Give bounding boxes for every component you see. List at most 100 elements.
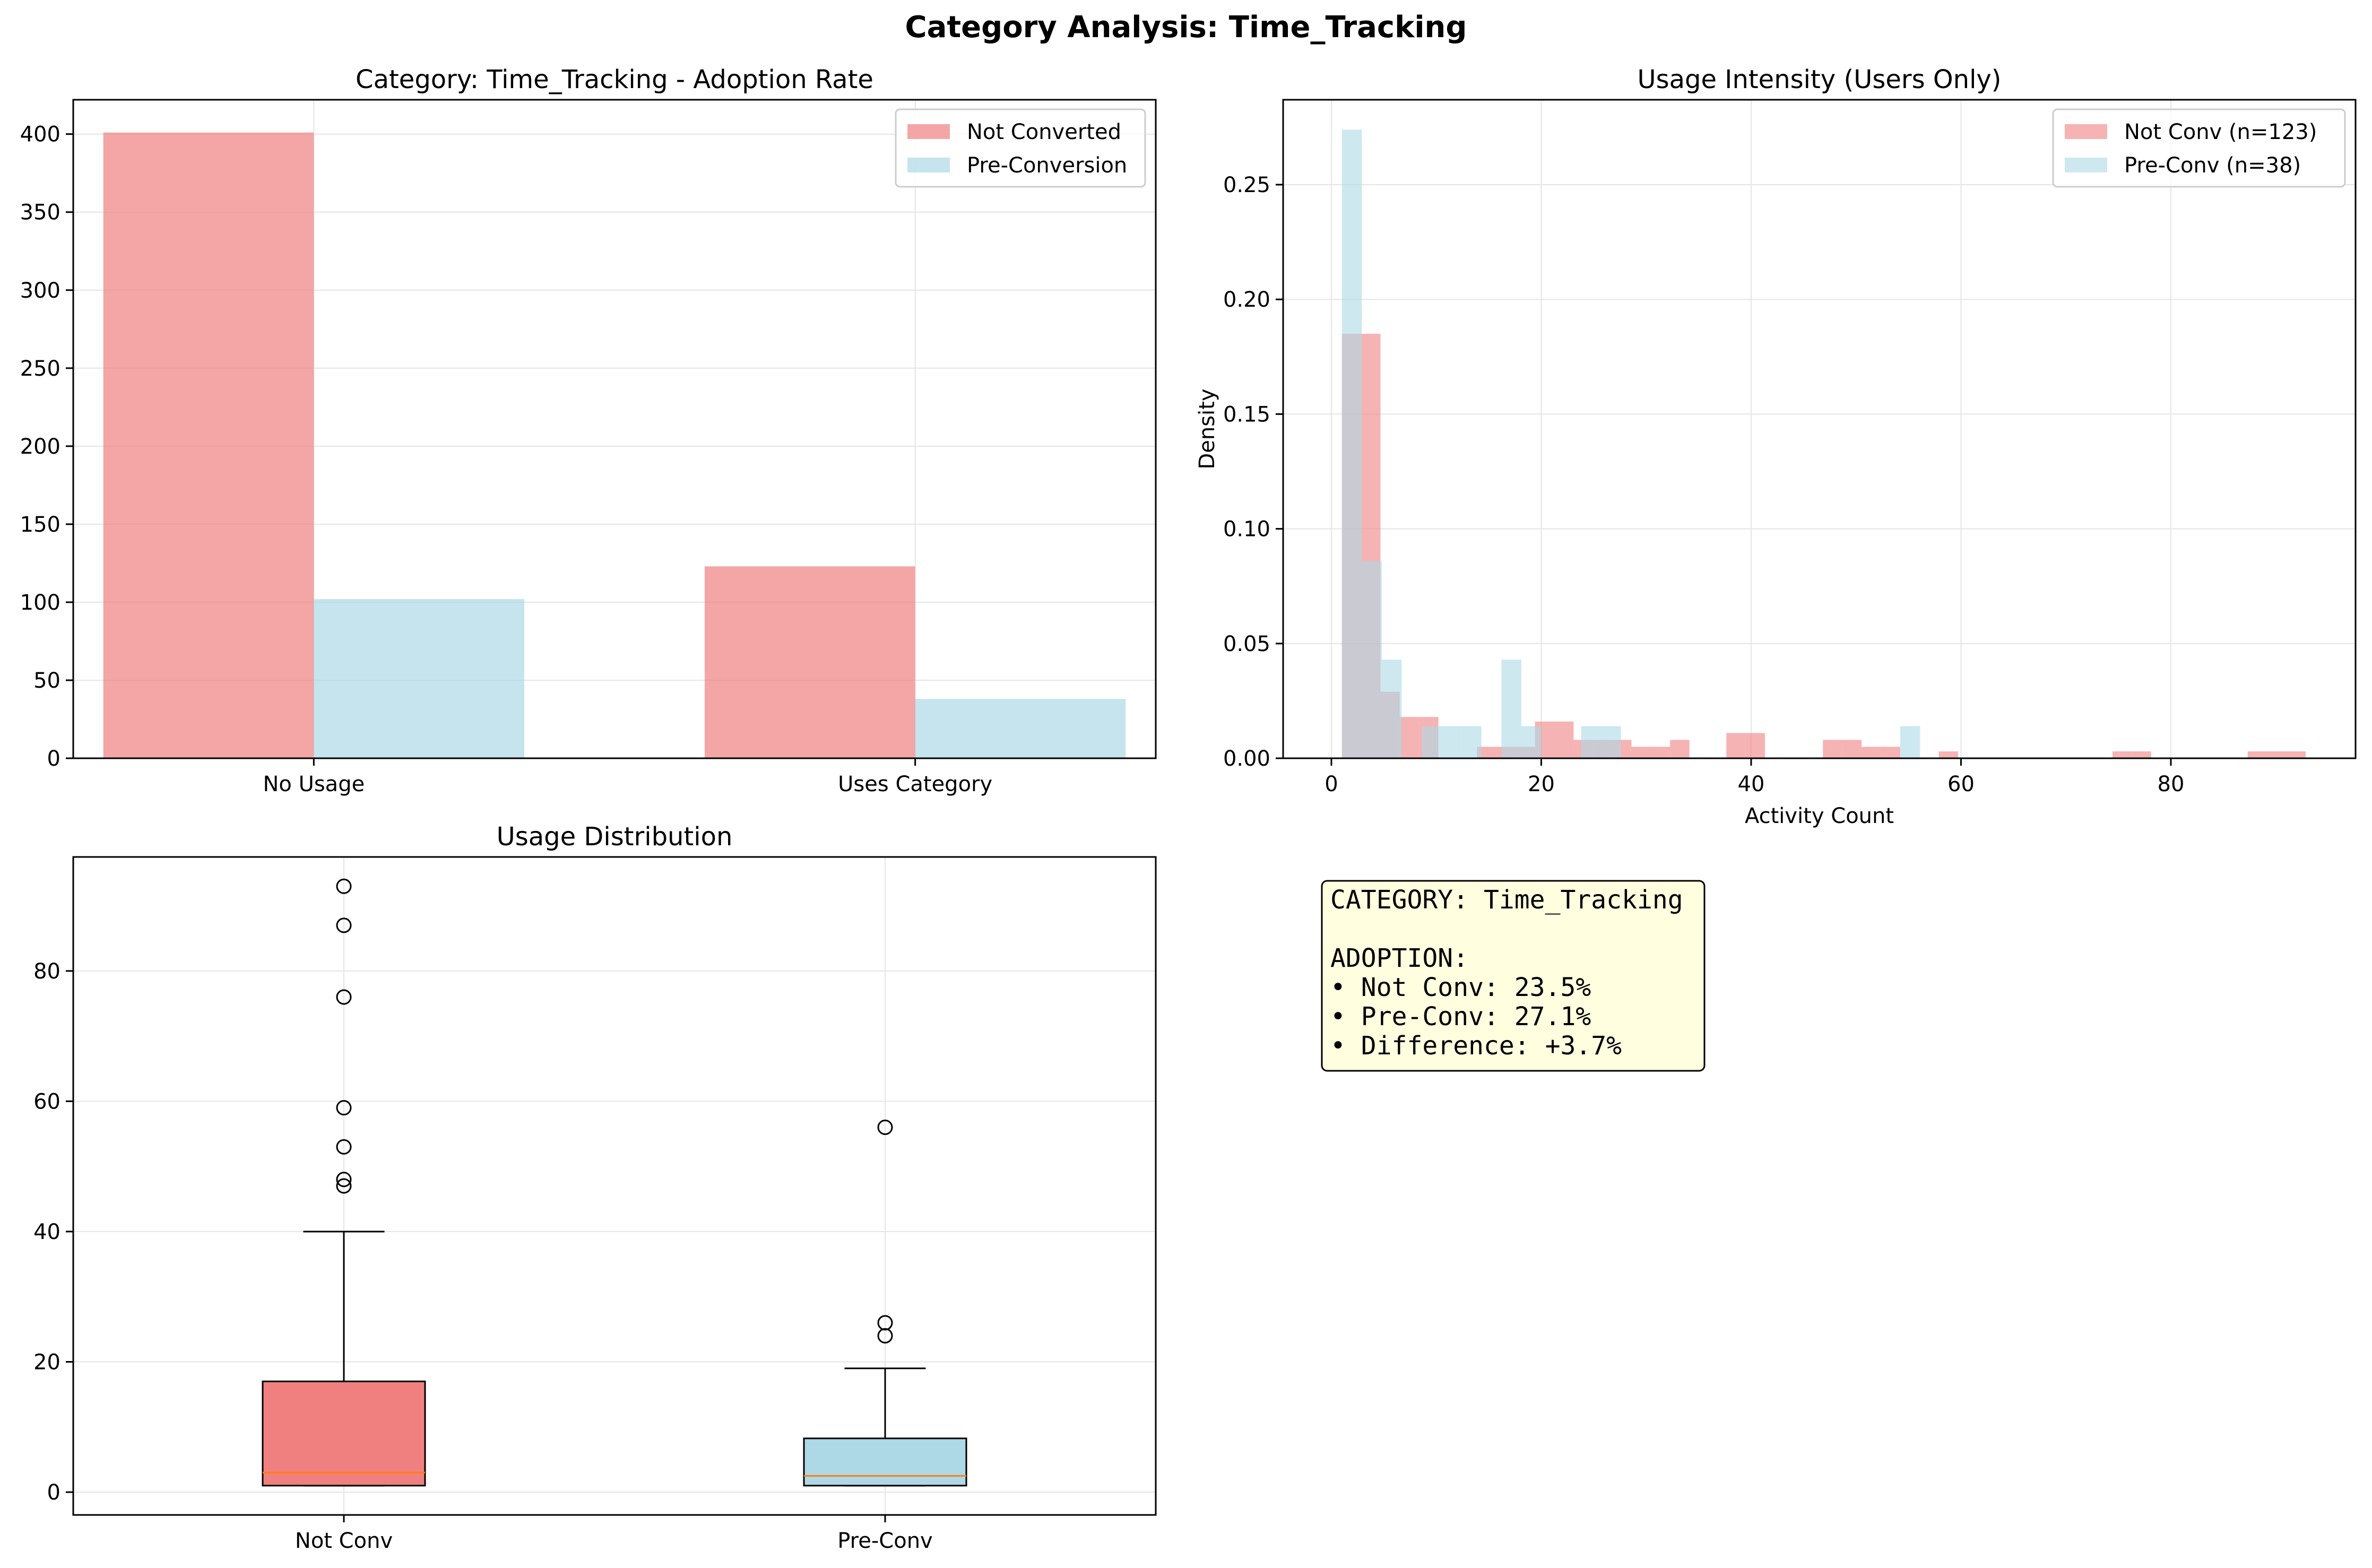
info-box-line: • Difference: +3.7% <box>1330 1031 1622 1061</box>
x-tick-label: Not Conv <box>295 1529 393 1553</box>
panel-title: Usage Distribution <box>497 822 733 852</box>
info-box-line: ADOPTION: <box>1330 943 1468 973</box>
legend-label: Pre-Conv (n=38) <box>2124 153 2301 178</box>
y-tick-label: 300 <box>20 279 60 303</box>
x-tick-label: Pre-Conv <box>837 1529 932 1553</box>
y-tick-label: 20 <box>33 1350 60 1374</box>
hist-bar-not-conv <box>1881 747 1900 758</box>
hist-bar-not-conv <box>1938 751 1958 758</box>
adoption-rate-bar-chart: 0 50 100 150 200 250 300 350 400 No Usage Uses Cat… <box>20 65 1157 796</box>
hist-bar-not-conv <box>1554 721 1574 758</box>
x-tick-label: No Usage <box>263 772 365 796</box>
bar-not-converted <box>103 132 314 759</box>
y-tick-label: 0.05 <box>1223 632 1270 656</box>
legend-label: Not Conv (n=123) <box>2124 120 2317 144</box>
hist-bar-not-conv <box>1650 747 1670 758</box>
hist-bar-pre-conv <box>1362 561 1382 758</box>
hist-bar-not-conv <box>2286 751 2306 758</box>
info-box-background <box>1321 880 1706 1072</box>
x-tick-label: 60 <box>1947 772 1975 796</box>
box-iqr <box>803 1437 967 1487</box>
legend-box <box>2052 108 2346 188</box>
panel-title: Usage Intensity (Users Only) <box>1637 65 2001 94</box>
y-tick-label: 150 <box>20 513 60 537</box>
bar-pre-conversion <box>314 599 524 758</box>
y-tick-label: 0.25 <box>1223 173 1270 197</box>
legend-label: Not Converted <box>967 120 1121 144</box>
hist-bar-not-conv <box>1670 740 1690 758</box>
axes-frame <box>1282 99 2357 759</box>
hist-bar-pre-conv <box>1381 660 1402 758</box>
y-tick-label: 0 <box>47 1480 60 1505</box>
hist-bar-pre-conv <box>1501 660 1521 758</box>
hist-bar-not-conv <box>2267 751 2287 758</box>
box-outlier-point <box>336 1139 352 1155</box>
usage-distribution-boxplot: 0 20 40 60 80 Not Conv Pre-Conv Usage Distribut… <box>33 822 1157 1553</box>
hist-bar-not-conv <box>2247 751 2267 758</box>
x-tick-label: 0 <box>1324 772 1338 796</box>
legend-label: Pre-Conversion <box>967 153 1127 178</box>
info-box-line: • Not Conv: 23.5% <box>1330 973 1591 1002</box>
hist-bar-pre-conv <box>1341 129 1362 759</box>
hist-bar-not-conv <box>1631 747 1651 758</box>
box-iqr <box>262 1380 426 1487</box>
x-tick-label: 20 <box>1528 772 1555 796</box>
y-tick-label: 100 <box>20 591 60 615</box>
y-tick-label: 350 <box>20 201 60 225</box>
hist-bar-pre-conv <box>1900 726 1920 758</box>
legend-swatch <box>2065 124 2107 139</box>
figure-suptitle: Category Analysis: Time_Tracking <box>905 10 1467 45</box>
hist-bar-pre-conv <box>1461 726 1482 758</box>
y-tick-label: 0.10 <box>1223 517 1270 542</box>
x-axis-label: Activity Count <box>1745 804 1894 828</box>
box-outlier-point <box>877 1315 893 1331</box>
x-tick-label: 80 <box>2158 772 2185 796</box>
y-tick-label: 0.20 <box>1223 288 1270 312</box>
y-tick-label: 60 <box>33 1089 60 1114</box>
hist-bar-not-conv <box>1842 740 1862 758</box>
y-tick-label: 0.00 <box>1223 747 1270 771</box>
legend-swatch <box>907 158 950 172</box>
box-outlier-point <box>336 1178 352 1194</box>
y-tick-label: 400 <box>20 123 60 147</box>
box-outlier-point <box>336 917 352 933</box>
usage-intensity-histogram: 0.00 0.05 0.10 0.15 0.20 0.25 0 20 40 60 80 Usage I… <box>1195 65 2357 828</box>
axes-frame <box>72 856 1157 1516</box>
hist-bar-pre-conv <box>1601 726 1621 758</box>
y-tick-label: 0 <box>47 747 60 771</box>
x-tick-label: 40 <box>1738 772 1765 796</box>
hist-bar-not-conv <box>1399 717 1419 758</box>
legend-swatch <box>2065 158 2107 172</box>
info-box-line: CATEGORY: Time_Tracking <box>1330 885 1683 915</box>
box-outlier-point <box>336 1172 352 1188</box>
hist-bar-not-conv <box>1861 747 1881 758</box>
legend-swatch <box>907 124 950 139</box>
bar-pre-conversion <box>915 699 1126 758</box>
hist-bar-not-conv <box>2113 751 2132 758</box>
box-outlier-point <box>336 989 352 1005</box>
hist-bar-not-conv <box>1477 747 1496 758</box>
y-tick-label: 250 <box>20 357 60 381</box>
box-outlier-point <box>336 1100 352 1116</box>
hist-bar-pre-conv <box>1422 726 1442 758</box>
panel-title: Category: Time_Tracking - Adoption Rate <box>356 65 873 94</box>
hist-bar-not-conv <box>2132 751 2151 758</box>
y-tick-label: 50 <box>33 669 60 693</box>
y-tick-label: 40 <box>33 1220 60 1244</box>
hist-bar-not-conv <box>1823 740 1842 758</box>
y-tick-label: 0.15 <box>1223 402 1270 427</box>
x-tick-label: Uses Category <box>838 772 992 796</box>
y-axis-label: Density <box>1195 388 1219 469</box>
box-outlier-point <box>336 878 352 894</box>
hist-bar-pre-conv <box>1521 726 1542 758</box>
info-box-line: • Pre-Conv: 27.1% <box>1330 1002 1591 1032</box>
hist-bar-pre-conv <box>1441 726 1462 758</box>
bar-not-converted <box>705 566 915 758</box>
y-tick-label: 200 <box>20 435 60 459</box>
hist-bar-not-conv <box>1745 733 1765 758</box>
legend-box <box>895 108 1146 188</box>
hist-bar-not-conv <box>1726 733 1746 758</box>
box-outlier-point <box>877 1120 893 1136</box>
